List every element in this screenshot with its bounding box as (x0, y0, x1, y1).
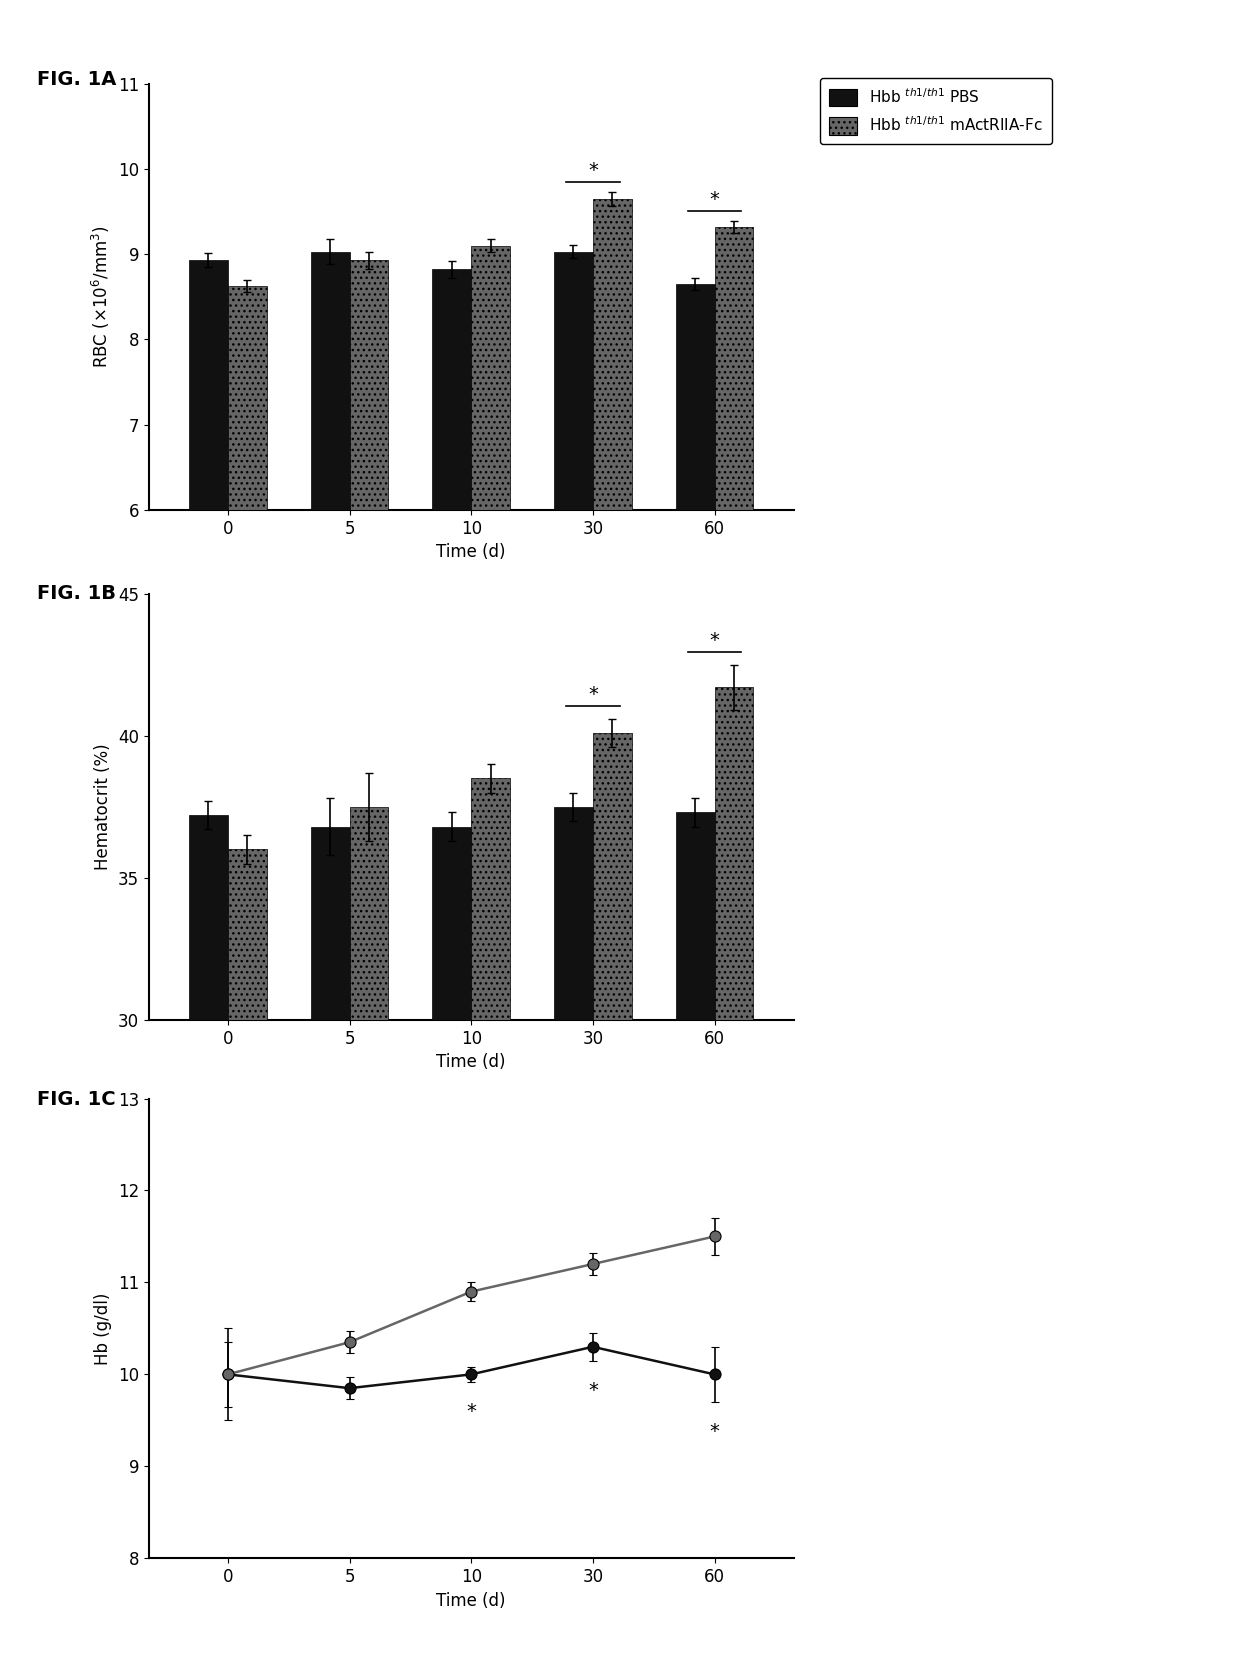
Bar (714, 227, 754, 1022)
Bar (310, 826, 350, 1672)
Bar (228, 849, 267, 1672)
Text: FIG. 1C: FIG. 1C (37, 1090, 115, 1109)
X-axis label: Time (d): Time (d) (436, 543, 506, 562)
X-axis label: Time (d): Time (d) (436, 1592, 506, 1610)
Text: *: * (588, 1381, 598, 1399)
Bar (471, 246, 510, 1022)
Text: *: * (709, 630, 719, 649)
Bar (714, 687, 754, 1672)
Bar (228, 286, 267, 1022)
Y-axis label: Hb (g/dl): Hb (g/dl) (94, 1292, 113, 1364)
Bar (350, 261, 388, 1022)
Text: *: * (709, 191, 719, 209)
Bar (676, 813, 714, 1672)
Text: *: * (709, 1423, 719, 1441)
Text: FIG. 1B: FIG. 1B (37, 584, 117, 602)
Y-axis label: RBC (×10$^6$/mm$^3$): RBC (×10$^6$/mm$^3$) (91, 226, 113, 368)
Bar (350, 806, 388, 1672)
Bar (676, 284, 714, 1022)
Text: FIG. 1A: FIG. 1A (37, 70, 117, 89)
Bar (188, 816, 228, 1672)
Bar (433, 826, 471, 1672)
Bar (471, 779, 510, 1672)
Bar (554, 806, 593, 1672)
Legend: Hbb $^{th1/th1}$ PBS, Hbb $^{th1/th1}$ mActRIIA-Fc: Hbb $^{th1/th1}$ PBS, Hbb $^{th1/th1}$ m… (820, 79, 1052, 144)
Bar (593, 732, 632, 1672)
Text: *: * (588, 684, 598, 704)
Bar (554, 251, 593, 1022)
Bar (593, 199, 632, 1022)
Text: *: * (466, 1401, 476, 1421)
Y-axis label: Hematocrit (%): Hematocrit (%) (94, 744, 113, 869)
X-axis label: Time (d): Time (d) (436, 1053, 506, 1072)
Bar (188, 261, 228, 1022)
Bar (310, 251, 350, 1022)
Bar (433, 269, 471, 1022)
Text: *: * (588, 161, 598, 181)
